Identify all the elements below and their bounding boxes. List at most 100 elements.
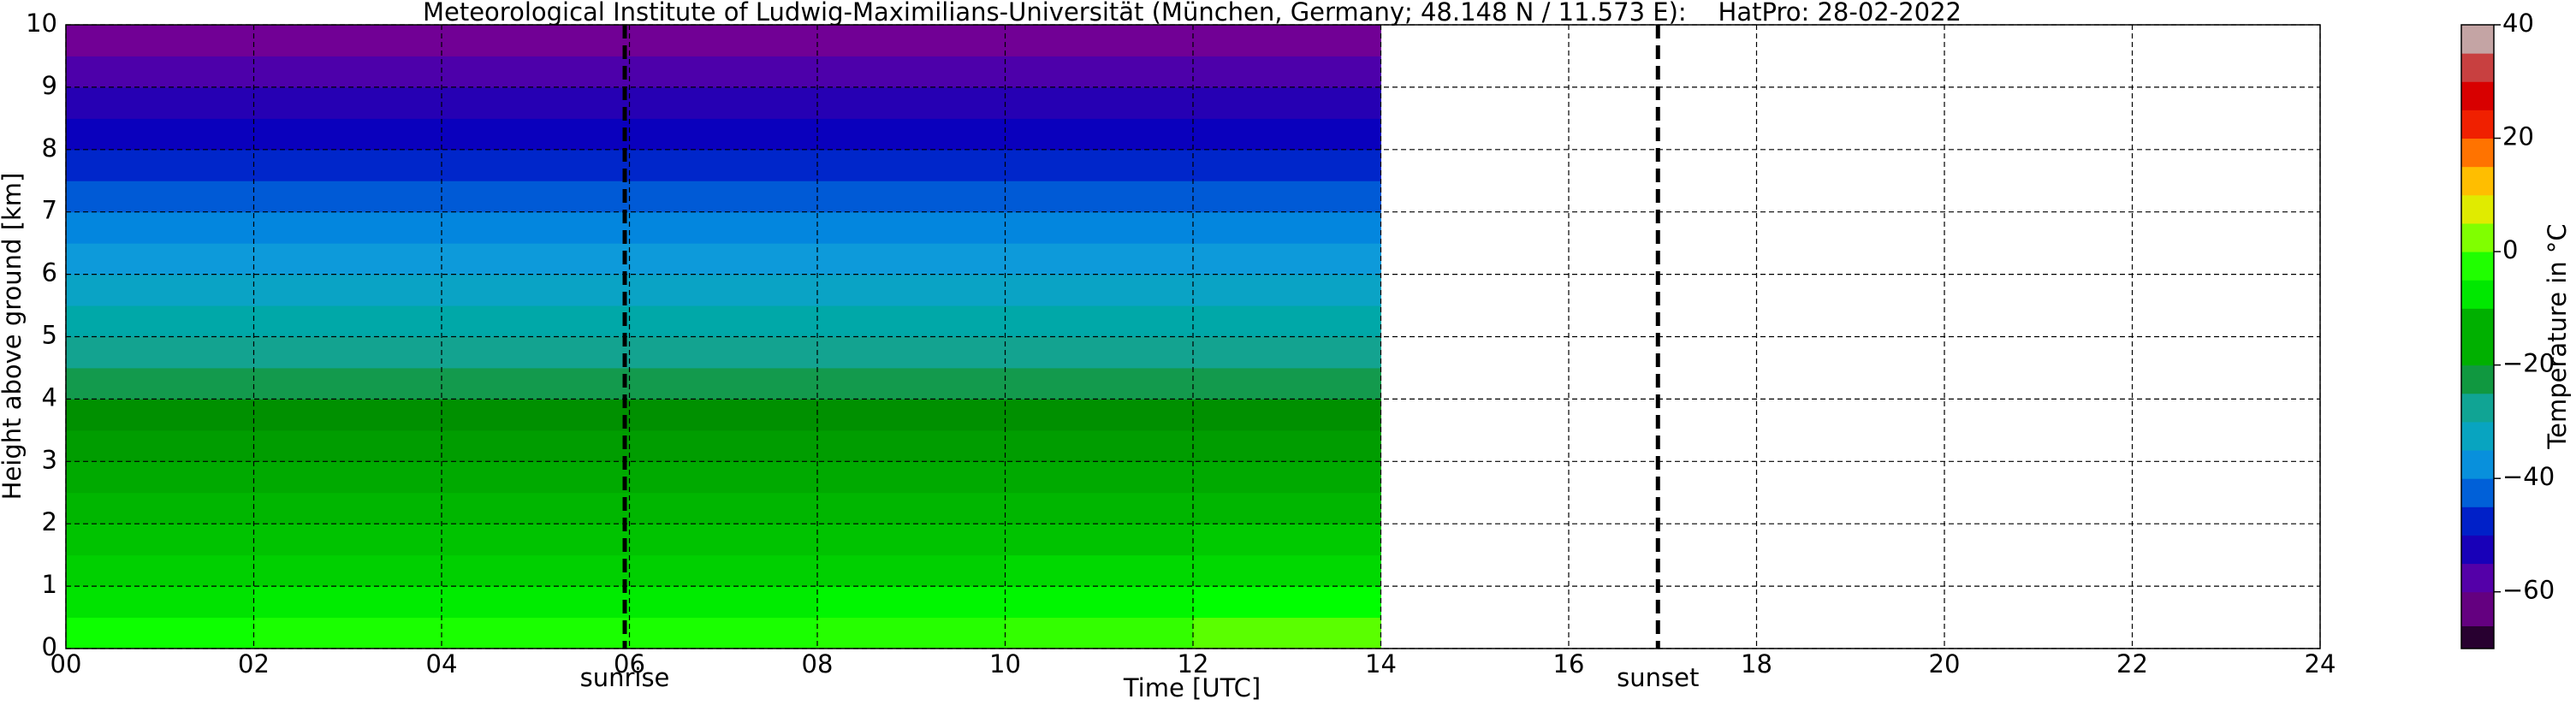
colorbar-band <box>2461 563 2494 593</box>
heatmap-cell <box>629 524 818 556</box>
heatmap-cell <box>1193 56 1381 88</box>
heatmap-cell <box>66 274 254 306</box>
y-tick-label: 8 <box>42 133 57 163</box>
heatmap-cell <box>253 211 442 244</box>
heatmap-cell <box>629 243 818 275</box>
heatmap-cell <box>442 461 630 494</box>
heatmap-cell <box>1193 274 1381 306</box>
heatmap-cell <box>442 430 630 462</box>
heatmap-cell <box>66 56 254 88</box>
colorbar-frame <box>2460 24 2495 649</box>
x-tick-label: 08 <box>802 649 834 678</box>
x-tick-label: 00 <box>50 649 82 678</box>
heatmap-cell <box>629 56 818 88</box>
x-tick-label: 22 <box>2116 649 2148 678</box>
heatmap-cell <box>66 25 254 56</box>
heatmap-cell <box>253 524 442 556</box>
colorbar-tick-label: −20 <box>2502 349 2555 378</box>
plot-frame <box>65 24 2321 649</box>
y-tick-label: 2 <box>42 507 57 536</box>
heatmap-cell <box>442 524 630 556</box>
colorbar-tick-label: 20 <box>2502 122 2534 151</box>
heatmap-cell <box>629 586 818 619</box>
heatmap-cell <box>1005 617 1194 649</box>
heatmap-cell <box>817 181 1006 213</box>
heatmap-cell <box>253 56 442 88</box>
heatmap-cell <box>817 524 1006 556</box>
heatmap-cell <box>817 243 1006 275</box>
colorbar-band <box>2461 478 2494 507</box>
heatmap-cell <box>1193 367 1381 400</box>
colorbar-band <box>2461 252 2494 281</box>
heatmap-cell <box>1193 305 1381 337</box>
heatmap-cell <box>1193 524 1381 556</box>
x-tick-label: 24 <box>2305 649 2336 678</box>
heatmap-cell <box>253 399 442 431</box>
heatmap-cell <box>1005 399 1194 431</box>
heatmap-cell <box>817 274 1006 306</box>
heatmap-cell <box>253 586 442 619</box>
heatmap-cell <box>817 367 1006 400</box>
heatmap-cell <box>817 305 1006 337</box>
y-tick-label: 9 <box>42 71 57 100</box>
heatmap-cell <box>1193 86 1381 119</box>
heatmap-cell <box>442 118 630 151</box>
y-tick-label: 3 <box>42 445 57 474</box>
heatmap-cell <box>442 56 630 88</box>
heatmap-cell <box>442 586 630 619</box>
heatmap-cell <box>1193 617 1381 649</box>
heatmap-cell <box>1193 211 1381 244</box>
heatmap-cell <box>66 399 254 431</box>
x-tick-label: 14 <box>1365 649 1397 678</box>
heatmap-cell <box>817 336 1006 369</box>
heatmap-cell <box>629 461 818 494</box>
heatmap-cell <box>66 149 254 181</box>
x-tick-label: 10 <box>989 649 1021 678</box>
heatmap-cell <box>629 336 818 369</box>
heatmap-cell <box>1005 243 1194 275</box>
heatmap-cell <box>1005 149 1194 181</box>
heatmap-cell <box>817 149 1006 181</box>
heatmap-cell <box>442 305 630 337</box>
heatmap-cell <box>442 399 630 431</box>
heatmap-cell <box>1005 211 1194 244</box>
heatmap-cell <box>629 118 818 151</box>
x-tick-label: 02 <box>238 649 270 678</box>
heatmap-cell <box>1005 461 1194 494</box>
heatmap-cell <box>253 149 442 181</box>
colorbar-band <box>2461 194 2494 224</box>
colorbar-band <box>2461 110 2494 139</box>
heatmap-cell <box>66 586 254 619</box>
heatmap-cell <box>442 617 630 649</box>
colorbar-band <box>2461 308 2494 366</box>
colorbar-tick-label: −40 <box>2502 462 2555 491</box>
heatmap-cell <box>1193 336 1381 369</box>
heatmap-cell <box>442 181 630 213</box>
heatmap-cell <box>629 181 818 213</box>
heatmap-cell <box>442 86 630 119</box>
heatmap-cell <box>1005 274 1194 306</box>
colorbar-tick-label: 0 <box>2502 235 2518 264</box>
heatmap-cell <box>629 617 818 649</box>
heatmap-cell <box>1005 336 1194 369</box>
heatmap-cell <box>1193 430 1381 462</box>
colorbar-band <box>2461 535 2494 565</box>
heatmap-cell <box>1005 586 1194 619</box>
heatmap-cell <box>1005 524 1194 556</box>
x-tick-label: 18 <box>1741 649 1772 678</box>
y-tick-label: 6 <box>42 258 57 287</box>
y-axis-label: Height above ground [km] <box>0 173 27 501</box>
heatmap-cell <box>66 243 254 275</box>
heatmap-cell <box>442 367 630 400</box>
heatmap-cell <box>66 524 254 556</box>
heatmap-cell <box>66 461 254 494</box>
event-label: sunrise <box>580 663 670 692</box>
heatmap-cell <box>629 554 818 587</box>
heatmap-cell <box>1193 243 1381 275</box>
heatmap-cell <box>253 274 442 306</box>
heatmap-cell <box>66 430 254 462</box>
heatmap-cell <box>253 118 442 151</box>
colorbar-band <box>2461 591 2494 626</box>
heatmap-cell <box>817 211 1006 244</box>
heatmap-cell <box>817 554 1006 587</box>
